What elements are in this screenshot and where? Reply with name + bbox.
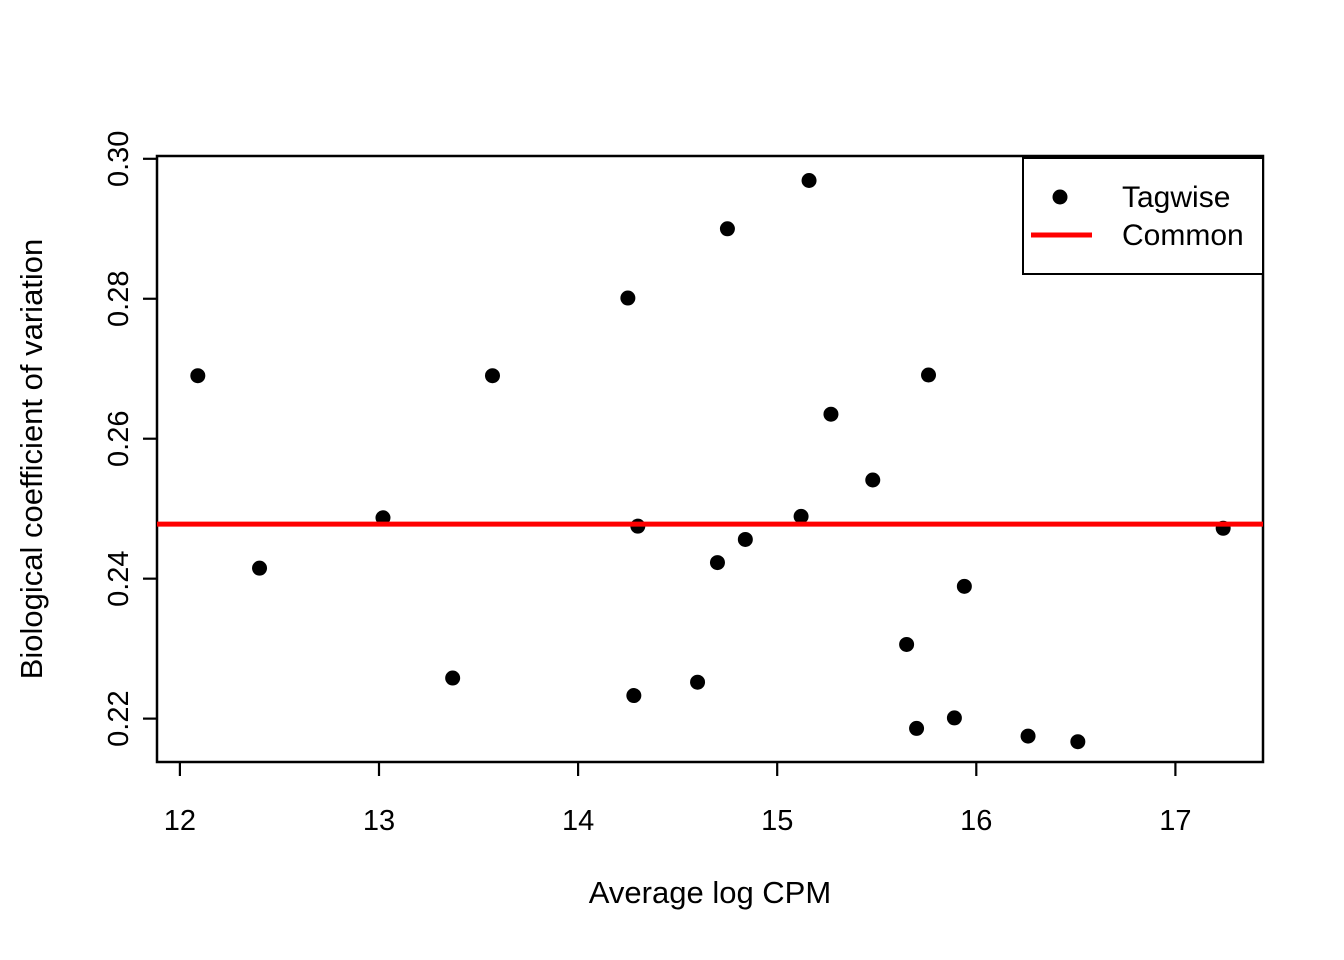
data-point xyxy=(445,670,461,686)
data-point xyxy=(626,688,642,704)
data-point xyxy=(190,368,206,384)
data-point xyxy=(1020,728,1036,744)
legend-label: Tagwise xyxy=(1122,181,1230,214)
data-point xyxy=(909,720,925,736)
data-point xyxy=(484,368,500,384)
data-point xyxy=(899,636,915,652)
data-point xyxy=(793,508,809,524)
data-point xyxy=(719,221,735,237)
data-point xyxy=(946,710,962,726)
y-axis-title: Biological coefficient of variation xyxy=(14,239,49,680)
data-point xyxy=(1070,734,1086,750)
y-tick-label: 0.28 xyxy=(103,271,135,327)
legend-box xyxy=(1022,157,1264,275)
legend: Tagwise Common xyxy=(1022,157,1264,275)
series-layer xyxy=(157,172,1263,750)
y-axis: 0.22 0.24 0.26 0.28 0.30 xyxy=(103,131,157,747)
plot-border xyxy=(155,154,1265,764)
data-point xyxy=(956,578,972,594)
x-axis: 12 13 14 15 16 17 xyxy=(164,762,1192,837)
y-tick-label: 0.22 xyxy=(103,690,135,746)
data-point xyxy=(690,674,706,690)
y-tick-label: 0.24 xyxy=(103,550,135,606)
x-axis-title: Average log CPM xyxy=(589,875,831,910)
data-point xyxy=(709,555,725,571)
y-tick-label: 0.26 xyxy=(103,410,135,466)
data-point xyxy=(865,472,881,488)
data-point xyxy=(620,290,636,306)
x-tick-label: 12 xyxy=(164,805,196,837)
data-point xyxy=(823,406,839,422)
x-tick-label: 14 xyxy=(562,805,594,837)
data-point xyxy=(921,367,937,383)
data-point xyxy=(375,510,391,526)
data-point xyxy=(252,560,268,576)
legend-label: Common xyxy=(1122,219,1244,252)
x-tick-label: 17 xyxy=(1159,805,1191,837)
data-point xyxy=(801,172,817,188)
y-tick-label: 0.30 xyxy=(103,131,135,187)
legend-marker-point xyxy=(1052,189,1068,205)
x-tick-label: 16 xyxy=(960,805,992,837)
data-point xyxy=(737,531,753,547)
x-tick-label: 15 xyxy=(761,805,793,837)
x-tick-label: 13 xyxy=(363,805,395,837)
